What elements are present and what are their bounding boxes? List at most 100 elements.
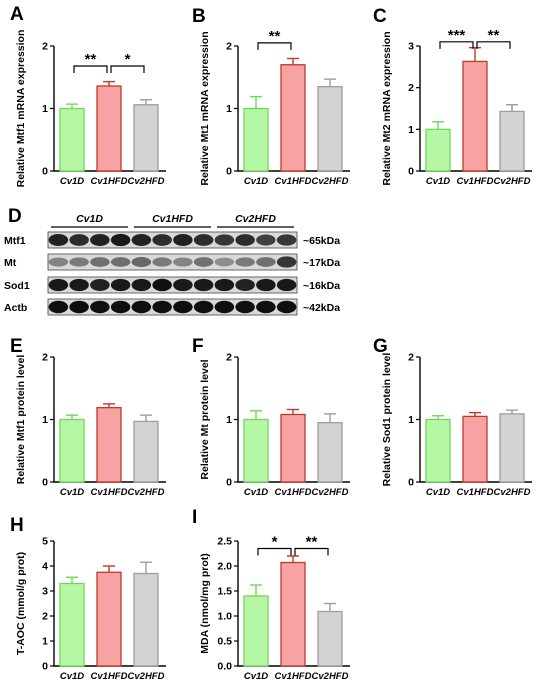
blot-band [235, 279, 255, 291]
y-tick-label: 2 [42, 611, 48, 623]
bar-cv1hfd [280, 561, 306, 667]
y-tick-label: 0 [226, 477, 232, 489]
significance-bracket [294, 547, 329, 556]
blot-band [276, 234, 297, 246]
blot-band [214, 278, 235, 292]
blot-protein-label: Mtf1 [4, 235, 26, 247]
blot-membrane [47, 253, 298, 271]
chart-panel-f: F Relative Mt protein level 0 1 2 Cv1D Cv1HFD C… [192, 336, 350, 498]
bar-cv1d [243, 595, 269, 667]
western-blot-panel: D Cv1D Cv1HFD Cv2HFD Mtf1 ~65kDa Mt ~17kDa Sod1 ~… [4, 206, 340, 316]
significance-label: ** [306, 534, 318, 551]
chart-panel-c: C Relative Mt2 mRNA expression 0 1 2 3 Cv1D Cv1… [373, 6, 532, 187]
bar-cv2hfd [133, 420, 159, 483]
blot-band [90, 300, 110, 314]
blot-size-label: ~65kDa [303, 235, 340, 247]
blot-band [90, 279, 110, 291]
y-tick-label: 2 [408, 352, 414, 364]
blot-band [173, 257, 193, 267]
blot-protein-label: Actb [4, 302, 27, 314]
bar-cv2hfd [499, 110, 525, 172]
y-tick-label: 0 [408, 477, 414, 489]
y-tick-label: 4 [42, 561, 48, 573]
category-label: Cv1HFD [91, 176, 128, 187]
blot-size-label: ~42kDa [303, 302, 340, 314]
significance-bracket [110, 65, 145, 73]
blot-band [90, 234, 110, 246]
y-tick-label: 2 [42, 41, 48, 53]
category-label: Cv2HFD [312, 671, 349, 682]
bar-cv1hfd [96, 406, 122, 483]
y-tick-label: 0 [226, 166, 232, 178]
blot-band [152, 278, 172, 292]
bar-cv1hfd [280, 413, 306, 483]
blot-band [214, 300, 235, 314]
blot-row-mt: Mt ~17kDa [4, 253, 340, 271]
blot-band [48, 234, 69, 246]
blot-group-label: Cv1HFD [152, 213, 193, 225]
blot-protein-label: Mt [4, 257, 17, 269]
y-axis-label: Relative Sod1 protein level [381, 353, 393, 487]
significance-label: ** [488, 27, 500, 44]
bar-cv2hfd [133, 572, 159, 667]
blot-band [131, 257, 152, 267]
panel-label: D [8, 206, 22, 227]
bar-cv2hfd [133, 104, 159, 172]
y-tick-label: 1 [408, 124, 414, 136]
y-tick-label: 2.0 [217, 561, 232, 573]
blot-band [110, 278, 131, 292]
y-tick-label: 0.0 [217, 661, 232, 673]
y-tick-label: 2 [42, 352, 48, 364]
category-label: Cv2HFD [128, 176, 165, 187]
category-label: Cv2HFD [494, 176, 531, 187]
bar-cv1d [59, 582, 85, 667]
category-label: Cv1D [426, 176, 450, 187]
y-tick-label: 1 [408, 414, 414, 426]
y-axis-label: Relative Mtf1 mRNA expression [15, 30, 27, 188]
blot-row-mtf1: Mtf1 ~65kDa [4, 231, 340, 249]
panel-label: E [10, 336, 23, 357]
bar-cv2hfd [317, 421, 343, 483]
blot-size-label: ~16kDa [303, 280, 340, 292]
significance-label: * [125, 51, 131, 68]
blot-band [69, 257, 89, 267]
y-tick-label: 1.5 [217, 586, 232, 598]
y-tick-label: 2 [226, 352, 232, 364]
y-tick-label: 1 [42, 414, 48, 426]
category-label: Cv1HFD [275, 487, 312, 498]
blot-band [48, 257, 69, 267]
bar-cv2hfd [317, 85, 343, 172]
significance-label: * [272, 534, 278, 551]
blot-band [193, 300, 214, 314]
blot-band [173, 278, 193, 292]
panel-label: H [10, 515, 24, 536]
significance-bracket [73, 65, 108, 73]
panel-label: B [192, 6, 206, 27]
bar-cv1hfd [96, 85, 122, 172]
category-label: Cv1HFD [275, 671, 312, 682]
y-tick-label: 3 [42, 586, 48, 598]
category-label: Cv2HFD [128, 671, 165, 682]
chart-panel-i: I MDA (nmol/mg prot) 0.0 0.5 1.0 1.5 2.0 2.5 Cv1… [192, 507, 350, 682]
bar-cv1d [59, 418, 85, 483]
y-tick-label: 2 [226, 41, 232, 53]
category-label: Cv1D [244, 176, 268, 187]
bar-cv1hfd [462, 60, 488, 172]
blot-band [256, 278, 276, 292]
category-label: Cv1D [60, 176, 84, 187]
y-tick-label: 0 [408, 166, 414, 178]
blot-band [193, 278, 214, 292]
blot-row-actb: Actb ~42kDa [4, 298, 340, 316]
y-tick-label: 0 [42, 166, 48, 178]
category-label: Cv1HFD [91, 671, 128, 682]
y-tick-label: 5 [42, 536, 48, 548]
panel-label: G [373, 336, 388, 357]
panel-label: A [10, 4, 24, 25]
y-axis-label: Relative Mtf1 protein level [15, 355, 27, 485]
bar-cv1hfd [462, 415, 488, 483]
blot-band [69, 234, 89, 246]
y-axis-label: T-AOC (mmol/g prot) [15, 552, 27, 655]
blot-band [131, 234, 152, 246]
